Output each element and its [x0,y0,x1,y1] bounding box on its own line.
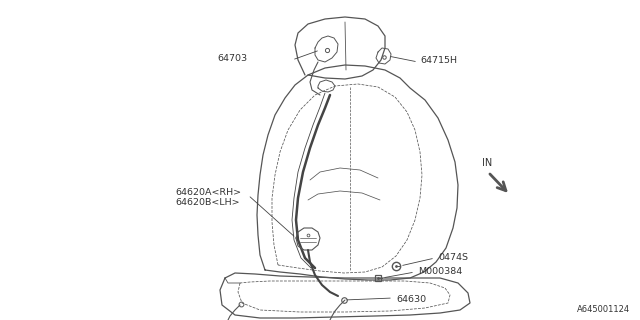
Text: 64620A<RH>: 64620A<RH> [175,188,241,196]
Text: 64715H: 64715H [420,55,457,65]
Text: 0474S: 0474S [438,253,468,262]
Text: 64620B<LH>: 64620B<LH> [175,197,239,206]
Text: A645001124: A645001124 [577,305,630,314]
Text: 64630: 64630 [396,295,426,305]
Text: M000384: M000384 [418,268,462,276]
Text: 64703: 64703 [218,53,248,62]
Text: IN: IN [482,158,492,168]
